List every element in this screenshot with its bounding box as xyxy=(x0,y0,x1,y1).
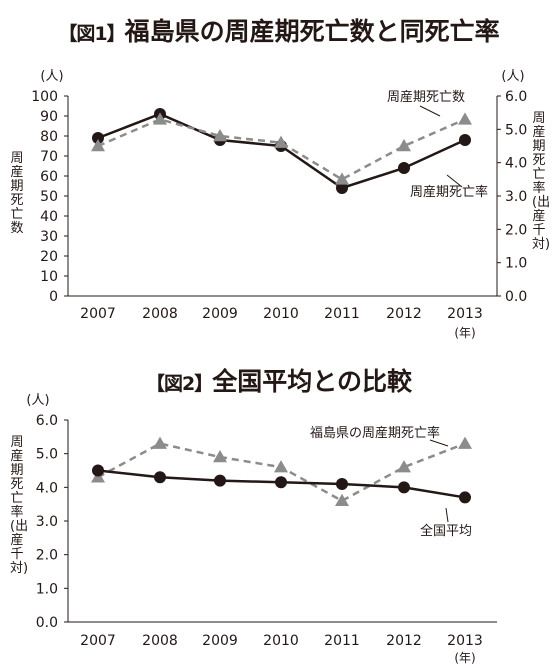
chart1-triangle-marker xyxy=(213,129,227,142)
chart1-category-label: 2011 xyxy=(324,306,360,322)
chart1-title-text: 福島県の周産期死亡数と同死亡率 xyxy=(124,17,500,46)
chart1-left-tick-label: 90 xyxy=(40,109,58,125)
chart1-circle-marker xyxy=(459,134,471,146)
chart2-x-unit: (年) xyxy=(454,651,475,665)
chart1-triangle-marker xyxy=(91,139,105,152)
chart1-category-label: 2013 xyxy=(447,306,483,322)
chart1-left-tick-label: 0 xyxy=(49,289,58,305)
chart1-left-tick-label: 80 xyxy=(40,129,58,145)
chart1-category-label: 2007 xyxy=(80,306,116,322)
chart1-left-unit: (人) xyxy=(40,69,63,84)
chart1-label-leader xyxy=(446,174,463,188)
chart2-label-leader xyxy=(429,439,449,447)
chart1-right-tick-label: 6.0 xyxy=(505,89,527,105)
chart2-circle-marker xyxy=(398,481,410,494)
chart2-category-label: 2011 xyxy=(324,633,360,649)
chart2-triangle-marker xyxy=(335,493,349,507)
chart2-circle-marker xyxy=(459,491,471,504)
chart1-title: 【図1】福島県の周産期死亡数と同死亡率 xyxy=(0,12,558,48)
chart1-category-label: 2009 xyxy=(202,306,238,322)
chart2-left-tick-label: 0.0 xyxy=(36,615,58,631)
chart2-triangle-marker xyxy=(153,436,167,449)
chart1-right-axis-label: 周産期死亡率(出産千対) xyxy=(532,111,551,252)
chart1-triangle-marker xyxy=(458,112,472,125)
chart2-left-tick-label: 1.0 xyxy=(36,581,58,597)
chart1-triangle-marker xyxy=(274,135,288,148)
chart1-category-label: 2010 xyxy=(263,306,299,322)
chart1-left-axis-label: 周産期死亡数 xyxy=(10,151,24,236)
chart1-triangle-marker xyxy=(397,139,411,152)
chart2-category-label: 2007 xyxy=(80,633,116,649)
chart2-category-label: 2009 xyxy=(202,633,238,649)
chart1-right-unit: (人) xyxy=(501,69,524,84)
chart1-category-label: 2012 xyxy=(386,306,422,322)
chart1-right-tick-label: 0.0 xyxy=(505,289,527,305)
chart2-category-label: 2013 xyxy=(447,633,483,649)
chart2-circle-marker xyxy=(275,476,287,489)
chart2-left-tick-label: 3.0 xyxy=(36,514,58,530)
chart1-right-tick-label: 1.0 xyxy=(505,256,527,272)
chart2-title-text: 全国平均との比較 xyxy=(212,367,412,396)
chart2-left-tick-label: 2.0 xyxy=(36,548,58,564)
chart1-left-tick-label: 50 xyxy=(40,189,58,205)
chart1-x-unit: (年) xyxy=(454,326,475,340)
chart2-title: 【図2】全国平均との比較 xyxy=(0,362,558,398)
chart1-right-tick-label: 4.0 xyxy=(505,156,527,172)
chart1-left-tick-label: 40 xyxy=(40,209,58,225)
chart2-category-label: 2010 xyxy=(263,633,299,649)
chart1-figure-number: 【図1】 xyxy=(58,23,125,45)
chart1-triangle-marker xyxy=(335,172,349,185)
chart2-label-leader xyxy=(445,507,449,523)
chart2-circle-marker xyxy=(92,464,104,477)
chart1-series-label: 周産期死亡率 xyxy=(410,184,488,200)
chart2-left-unit: (人) xyxy=(26,393,49,408)
chart2-category-label: 2008 xyxy=(142,633,178,649)
chart1-label-leader xyxy=(419,105,441,117)
chart2-triangle-marker xyxy=(213,450,227,463)
chart1-circle-marker xyxy=(336,182,348,194)
chart1-right-tick-label: 2.0 xyxy=(505,222,527,238)
chart2-left-tick-label: 4.0 xyxy=(36,480,58,496)
chart1-left-tick-label: 60 xyxy=(40,169,58,185)
chart2-circle-marker xyxy=(154,471,166,484)
chart1-left-tick-label: 10 xyxy=(40,269,58,285)
chart2-series-label: 全国平均 xyxy=(420,523,472,539)
chart2-figure-number: 【図2】 xyxy=(146,373,213,395)
chart1-circle-marker xyxy=(398,162,410,174)
chart2-category-label: 2012 xyxy=(386,633,422,649)
chart2-circle-marker xyxy=(214,474,226,487)
chart1-right-tick-label: 5.0 xyxy=(505,122,527,138)
chart1-circle-marker xyxy=(92,132,104,144)
chart2-series-label: 福島県の周産期死亡率 xyxy=(310,425,440,441)
chart2-triangle-marker xyxy=(458,436,472,449)
chart1-left-tick-label: 100 xyxy=(31,89,58,105)
chart2-left-tick-label: 5.0 xyxy=(36,447,58,463)
chart1-right-tick-label: 3.0 xyxy=(505,189,527,205)
chart1-left-tick-label: 20 xyxy=(40,249,58,265)
chart2-triangle-marker xyxy=(397,460,411,473)
chart1-left-tick-label: 30 xyxy=(40,229,58,245)
chart2-left-axis-label: 周産期死亡率(出産千対) xyxy=(10,435,29,576)
chart2-left-tick-label: 6.0 xyxy=(36,413,58,429)
chart1-left-tick-label: 70 xyxy=(40,149,58,165)
chart1-series-label: 周産期死亡数 xyxy=(387,89,465,105)
chart1-category-label: 2008 xyxy=(142,306,178,322)
chart2-triangle-marker xyxy=(274,460,288,473)
chart1-triangle-marker xyxy=(153,112,167,125)
chart2-circle-marker xyxy=(336,477,348,490)
